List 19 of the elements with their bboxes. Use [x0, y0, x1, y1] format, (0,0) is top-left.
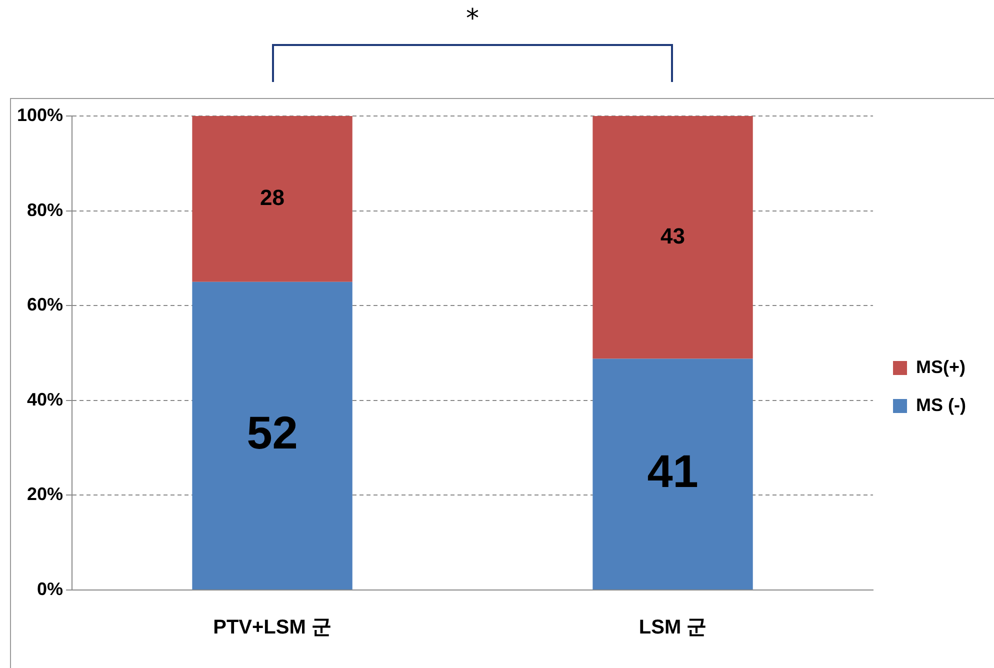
bar: [192, 116, 352, 282]
text: *: [466, 4, 480, 34]
annotation: 28: [260, 185, 285, 210]
y-tick-label: 100%: [16, 104, 64, 125]
y-tick-label: 40%: [27, 389, 64, 410]
y-tick-label: 60%: [27, 294, 64, 315]
x-tick-label: PTV+LSM 군: [213, 616, 332, 639]
y-tick-label: 0%: [37, 578, 64, 599]
annotation: 52: [246, 406, 298, 458]
bar: [592, 116, 753, 359]
annotation: 43: [660, 223, 686, 248]
bar: [192, 282, 352, 590]
annotation: 41: [647, 444, 698, 497]
legend-label: MS (-): [916, 394, 966, 415]
x-tick-label: LSM 군: [638, 616, 707, 639]
legend-label: MS(+): [916, 356, 966, 377]
bar: [592, 358, 753, 590]
y-tick-label: 20%: [27, 484, 64, 504]
y-tick-label: 80%: [27, 200, 64, 220]
